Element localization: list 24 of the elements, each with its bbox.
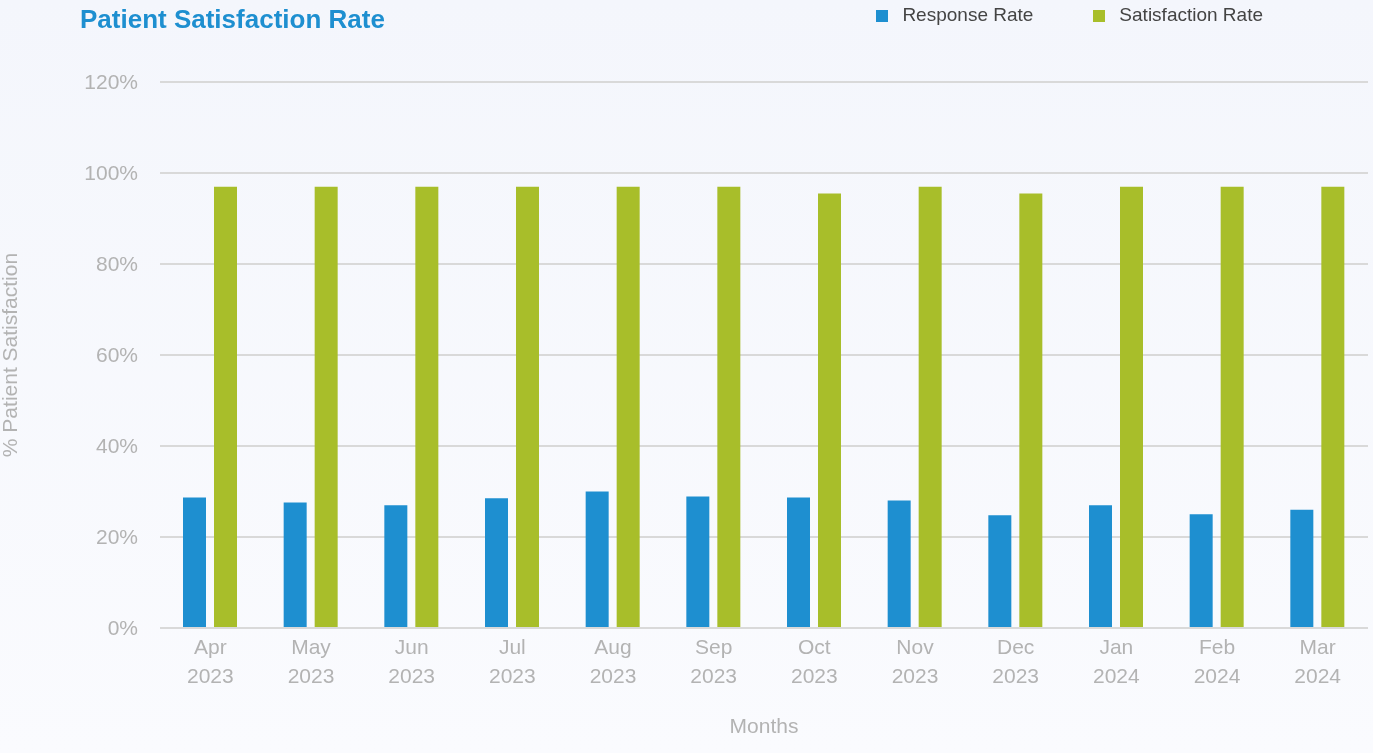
x-tick-label: May 2023 — [287, 635, 335, 687]
y-tick-label: 120% — [84, 70, 138, 94]
y-axis-title: % Patient Satisfaction — [0, 252, 22, 458]
legend-label: Satisfaction Rate — [1119, 4, 1263, 25]
x-tick-label: Oct 2023 — [790, 635, 838, 687]
x-tick-label: Mar 2024 — [1294, 635, 1342, 687]
y-tick-label: 80% — [95, 252, 138, 276]
x-axis-title: Months — [729, 714, 799, 737]
x-tick-label: Jan 2024 — [1092, 635, 1141, 687]
x-tick-label: Dec 2023 — [992, 635, 1040, 687]
x-tick-label: Jun 2023 — [388, 635, 436, 687]
x-tick-label: Nov 2023 — [891, 635, 939, 687]
legend-label: Response Rate — [902, 4, 1034, 25]
y-tick-label: 40% — [95, 434, 138, 458]
y-tick-label: 0% — [107, 616, 138, 640]
x-tick-label: Jul 2023 — [488, 635, 536, 687]
x-tick-label: Sep 2023 — [690, 635, 738, 687]
y-tick-label: 100% — [84, 161, 138, 185]
x-tick-label: Apr 2023 — [186, 635, 234, 687]
y-tick-label: 20% — [95, 525, 138, 549]
x-tick-label: Aug 2023 — [589, 635, 637, 687]
chart-title: Patient Satisfaction Rate — [80, 4, 385, 35]
x-tick-label: Feb 2024 — [1193, 635, 1241, 687]
y-tick-label: 60% — [95, 343, 138, 367]
